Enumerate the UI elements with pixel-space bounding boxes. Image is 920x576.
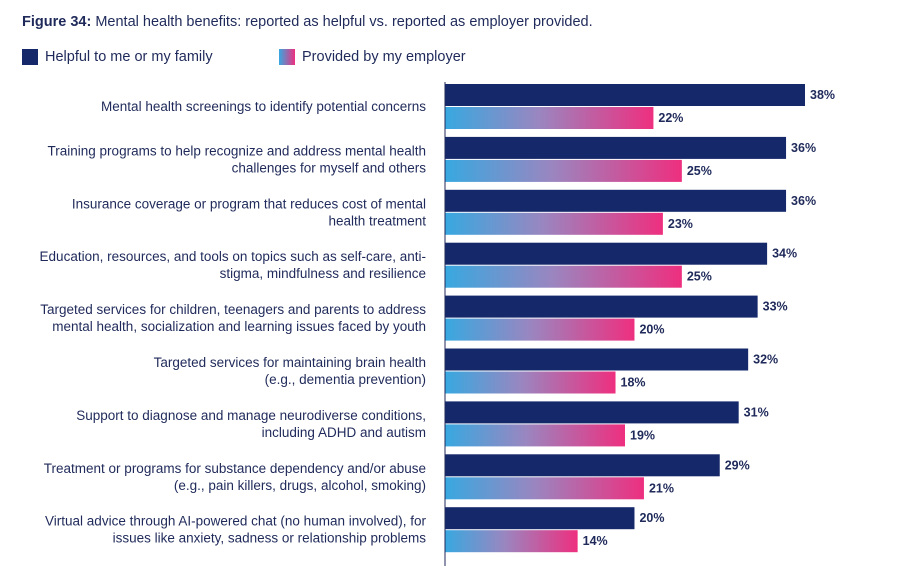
category-label: Training programs to help recognize and … [48, 143, 427, 175]
category-label-line: Education, resources, and tools on topic… [40, 249, 426, 264]
bar-employer [445, 318, 635, 341]
category-label-line: Targeted services for children, teenager… [40, 302, 426, 317]
bar-employer [445, 371, 616, 394]
legend-item-helpful: Helpful to me or my family [22, 49, 213, 65]
value-label-helpful: 32% [753, 353, 778, 367]
category-label-line: Mental health screenings to identify pot… [101, 99, 426, 114]
bar-helpful [445, 295, 758, 318]
bar-employer [445, 530, 578, 553]
value-label-helpful: 33% [763, 300, 788, 314]
category-label: Virtual advice through AI-powered chat (… [45, 514, 426, 546]
category-label-line: Targeted services for maintaining brain … [154, 355, 426, 370]
category-label-line: stigma, mindfulness and resilience [220, 266, 426, 281]
value-label-employer: 25% [687, 270, 712, 284]
value-label-employer: 21% [649, 481, 674, 495]
legend-swatch-employer [279, 49, 295, 65]
category-label: Treatment or programs for substance depe… [44, 461, 426, 493]
bar-helpful [445, 189, 787, 212]
category-label: Insurance coverage or program that reduc… [72, 196, 426, 228]
legend-label-helpful: Helpful to me or my family [45, 49, 213, 65]
bar-helpful [445, 454, 720, 477]
value-label-helpful: 31% [744, 405, 769, 419]
category-label-line: health treatment [328, 213, 426, 228]
category-label: Targeted services for children, teenager… [40, 302, 426, 334]
value-label-helpful: 34% [772, 247, 797, 261]
figure-title: Figure 34: Mental health benefits: repor… [22, 14, 593, 30]
value-label-employer: 22% [658, 111, 683, 125]
value-label-helpful: 38% [810, 88, 835, 102]
bar-employer [445, 212, 663, 235]
bar-helpful [445, 401, 739, 424]
bar-employer [445, 107, 654, 129]
value-label-helpful: 29% [725, 458, 750, 472]
bar-helpful [445, 84, 805, 106]
bar-employer [445, 159, 682, 182]
value-label-helpful: 20% [639, 511, 664, 525]
category-label-line: issues like anxiety, sadness or relation… [113, 531, 427, 546]
figure-number: Figure 34: [22, 14, 92, 30]
category-label-line: mental health, socialization and learnin… [52, 319, 426, 334]
category-label-line: (e.g., dementia prevention) [265, 372, 426, 387]
bar-employer [445, 424, 625, 447]
category-label: Education, resources, and tools on topic… [40, 249, 426, 281]
category-label-line: Treatment or programs for substance depe… [44, 461, 426, 476]
category-label-line: including ADHD and autism [262, 425, 426, 440]
category-label-line: (e.g., pain killers, drugs, alcohol, smo… [174, 478, 426, 493]
category-label: Support to diagnose and manage neurodive… [76, 408, 426, 440]
legend-item-employer: Provided by my employer [279, 49, 466, 65]
bar-helpful [445, 136, 787, 159]
bar-helpful [445, 348, 749, 371]
category-label-line: Support to diagnose and manage neurodive… [76, 408, 426, 423]
value-label-helpful: 36% [791, 194, 816, 208]
chart-legend: Helpful to me or my family Provided by m… [22, 49, 622, 67]
figure-caption: Mental health benefits: reported as help… [95, 14, 593, 30]
category-label: Mental health screenings to identify pot… [101, 99, 426, 114]
value-label-employer: 20% [639, 323, 664, 337]
value-label-employer: 23% [668, 217, 693, 231]
bar-employer [445, 477, 644, 500]
bar-helpful [445, 507, 635, 530]
legend-label-employer: Provided by my employer [302, 49, 466, 65]
legend-swatch-helpful [22, 49, 38, 65]
bar-employer [445, 265, 682, 288]
value-label-employer: 19% [630, 428, 655, 442]
category-label-line: challenges for myself and others [232, 160, 427, 175]
category-label: Targeted services for maintaining brain … [154, 355, 426, 387]
value-label-employer: 14% [583, 534, 608, 548]
value-label-employer: 18% [621, 376, 646, 390]
value-label-employer: 25% [687, 164, 712, 178]
category-label-line: Insurance coverage or program that reduc… [72, 196, 426, 211]
category-label-line: Training programs to help recognize and … [48, 143, 426, 158]
category-label-line: Virtual advice through AI-powered chat (… [45, 514, 426, 529]
value-label-helpful: 36% [791, 141, 816, 155]
bar-helpful [445, 242, 768, 265]
